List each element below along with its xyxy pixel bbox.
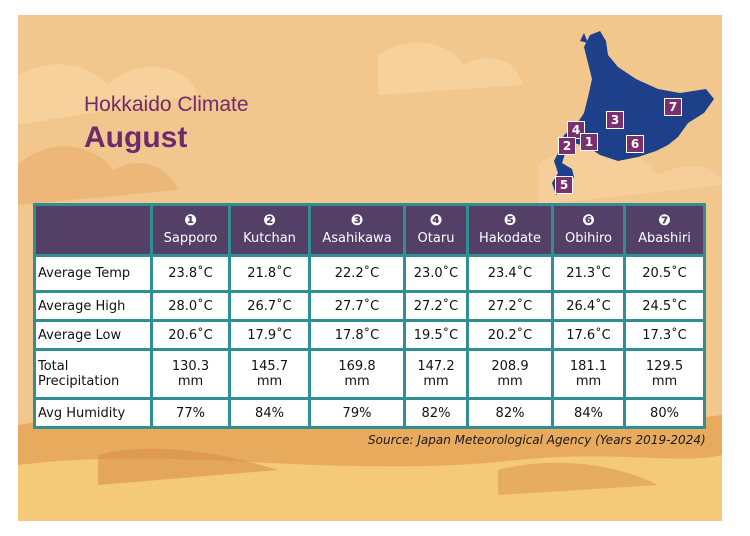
- table-cell: 26.4˚C: [551, 290, 626, 322]
- table-row-avg-humidity: Avg Humidity 77% 84% 79% 82% 82% 84% 80%: [33, 397, 706, 429]
- table-cell: 17.6˚C: [551, 319, 626, 351]
- cell-unit: mm: [575, 374, 602, 389]
- cell-unit: mm: [177, 374, 204, 389]
- column-header-obihiro: ❻ Obihiro: [551, 203, 626, 257]
- column-city: Hakodate: [478, 231, 542, 246]
- table-cell: 27.2˚C: [466, 290, 554, 322]
- table-cell: 28.0˚C: [150, 290, 231, 322]
- table-cell: 80%: [623, 397, 706, 429]
- table-cell: 208.9 mm: [466, 348, 554, 400]
- climate-table: ❶ Sapporo ❷ Kutchan ❸ Asahikawa ❹ Otaru ❺ Hak…: [33, 203, 706, 429]
- row-label: Average Temp: [33, 254, 153, 293]
- cell-value: 130.3: [171, 359, 210, 374]
- column-header-otaru: ❹ Otaru: [403, 203, 469, 257]
- cell-value: 147.2: [417, 359, 455, 374]
- cell-unit: mm: [423, 374, 449, 389]
- row-label: Average High: [33, 290, 153, 322]
- column-header-abashiri: ❼ Abashiri: [623, 203, 706, 257]
- column-city: Sapporo: [163, 231, 218, 246]
- cell-unit: mm: [497, 374, 523, 389]
- table-cell: 20.5˚C: [623, 254, 706, 293]
- table-cell: 129.5 mm: [623, 348, 706, 400]
- column-number: ❺: [503, 211, 517, 229]
- climate-card: Hokkaido Climate August 7 4 3 2 1 6 5 ❶ S…: [18, 15, 722, 521]
- table-cell: 24.5˚C: [623, 290, 706, 322]
- source-note: Source: Japan Meteorological Agency (Yea…: [368, 433, 706, 447]
- map-marker-kutchan: 2: [558, 137, 576, 155]
- map-marker-asahikawa: 3: [606, 111, 624, 129]
- table-cell: 23.8˚C: [150, 254, 231, 293]
- column-header-sapporo: ❶ Sapporo: [150, 203, 231, 257]
- column-header-hakodate: ❺ Hakodate: [466, 203, 554, 257]
- column-city: Asahikawa: [322, 231, 392, 246]
- page-title: August: [84, 121, 188, 154]
- table-cell: 181.1 mm: [551, 348, 626, 400]
- cell-unit: mm: [256, 374, 283, 389]
- map-marker-abashiri: 7: [664, 98, 682, 116]
- column-city: Obihiro: [565, 231, 612, 246]
- table-cell: 130.3 mm: [150, 348, 231, 400]
- table-cell: 82%: [403, 397, 469, 429]
- table-cell: 17.9˚C: [228, 319, 311, 351]
- table-cell: 79%: [308, 397, 406, 429]
- table-row-average-temp: Average Temp 23.8˚C 21.8˚C 22.2˚C 23.0˚C…: [33, 254, 706, 293]
- table-row-average-low: Average Low 20.6˚C 17.9˚C 17.8˚C 19.5˚C …: [33, 319, 706, 351]
- table-cell: 26.7˚C: [228, 290, 311, 322]
- table-cell: 84%: [551, 397, 626, 429]
- column-number: ❸: [350, 211, 364, 229]
- table-cell: 23.0˚C: [403, 254, 469, 293]
- map-marker-sapporo: 1: [580, 133, 598, 151]
- hokkaido-map: 7 4 3 2 1 6 5: [518, 27, 718, 206]
- table-cell: 17.8˚C: [308, 319, 406, 351]
- table-cell: 20.6˚C: [150, 319, 231, 351]
- table-cell: 169.8 mm: [308, 348, 406, 400]
- column-number: ❼: [658, 211, 671, 229]
- header-corner: [33, 203, 153, 257]
- table-cell: 77%: [150, 397, 231, 429]
- table-cell: 17.3˚C: [623, 319, 706, 351]
- hokkaido-island-shape: [552, 31, 714, 195]
- page-subtitle: Hokkaido Climate: [84, 93, 249, 116]
- column-city: Otaru: [417, 231, 455, 246]
- map-marker-obihiro: 6: [626, 135, 644, 153]
- cell-unit: mm: [651, 374, 678, 389]
- table-cell: 19.5˚C: [403, 319, 469, 351]
- column-number: ❶: [184, 211, 197, 229]
- row-label: Total Precipitation: [33, 348, 153, 400]
- column-header-asahikawa: ❸ Asahikawa: [308, 203, 406, 257]
- row-label: Avg Humidity: [33, 397, 153, 429]
- column-number: ❻: [582, 211, 595, 229]
- column-city: Kutchan: [243, 231, 296, 246]
- table-cell: 27.7˚C: [308, 290, 406, 322]
- column-number: ❹: [429, 211, 443, 229]
- table-cell: 145.7 mm: [228, 348, 311, 400]
- table-cell: 84%: [228, 397, 311, 429]
- table-cell: 21.8˚C: [228, 254, 311, 293]
- cell-value: 181.1: [569, 359, 608, 374]
- column-city: Abashiri: [638, 231, 691, 246]
- table-cell: 147.2 mm: [403, 348, 469, 400]
- table-cell: 22.2˚C: [308, 254, 406, 293]
- row-label-line: Total: [38, 359, 69, 374]
- cell-unit: mm: [344, 374, 370, 389]
- table-cell: 82%: [466, 397, 554, 429]
- cell-value: 129.5: [645, 359, 684, 374]
- table-cell: 20.2˚C: [466, 319, 554, 351]
- row-label: Average Low: [33, 319, 153, 351]
- cell-value: 208.9: [491, 359, 529, 374]
- cell-value: 169.8: [338, 359, 376, 374]
- table-cell: 21.3˚C: [551, 254, 626, 293]
- table-header-row: ❶ Sapporo ❷ Kutchan ❸ Asahikawa ❹ Otaru ❺ Hak…: [33, 203, 706, 257]
- title-block: Hokkaido Climate August: [84, 93, 249, 155]
- cell-value: 145.7: [250, 359, 289, 374]
- table-row-average-high: Average High 28.0˚C 26.7˚C 27.7˚C 27.2˚C…: [33, 290, 706, 322]
- map-marker-hakodate: 5: [555, 176, 573, 194]
- table-row-total-precipitation: Total Precipitation 130.3 mm 145.7 mm 169.8…: [33, 348, 706, 400]
- table-cell: 23.4˚C: [466, 254, 554, 293]
- row-label-line: Precipitation: [38, 374, 120, 389]
- column-number: ❷: [263, 211, 276, 229]
- column-header-kutchan: ❷ Kutchan: [228, 203, 311, 257]
- table-cell: 27.2˚C: [403, 290, 469, 322]
